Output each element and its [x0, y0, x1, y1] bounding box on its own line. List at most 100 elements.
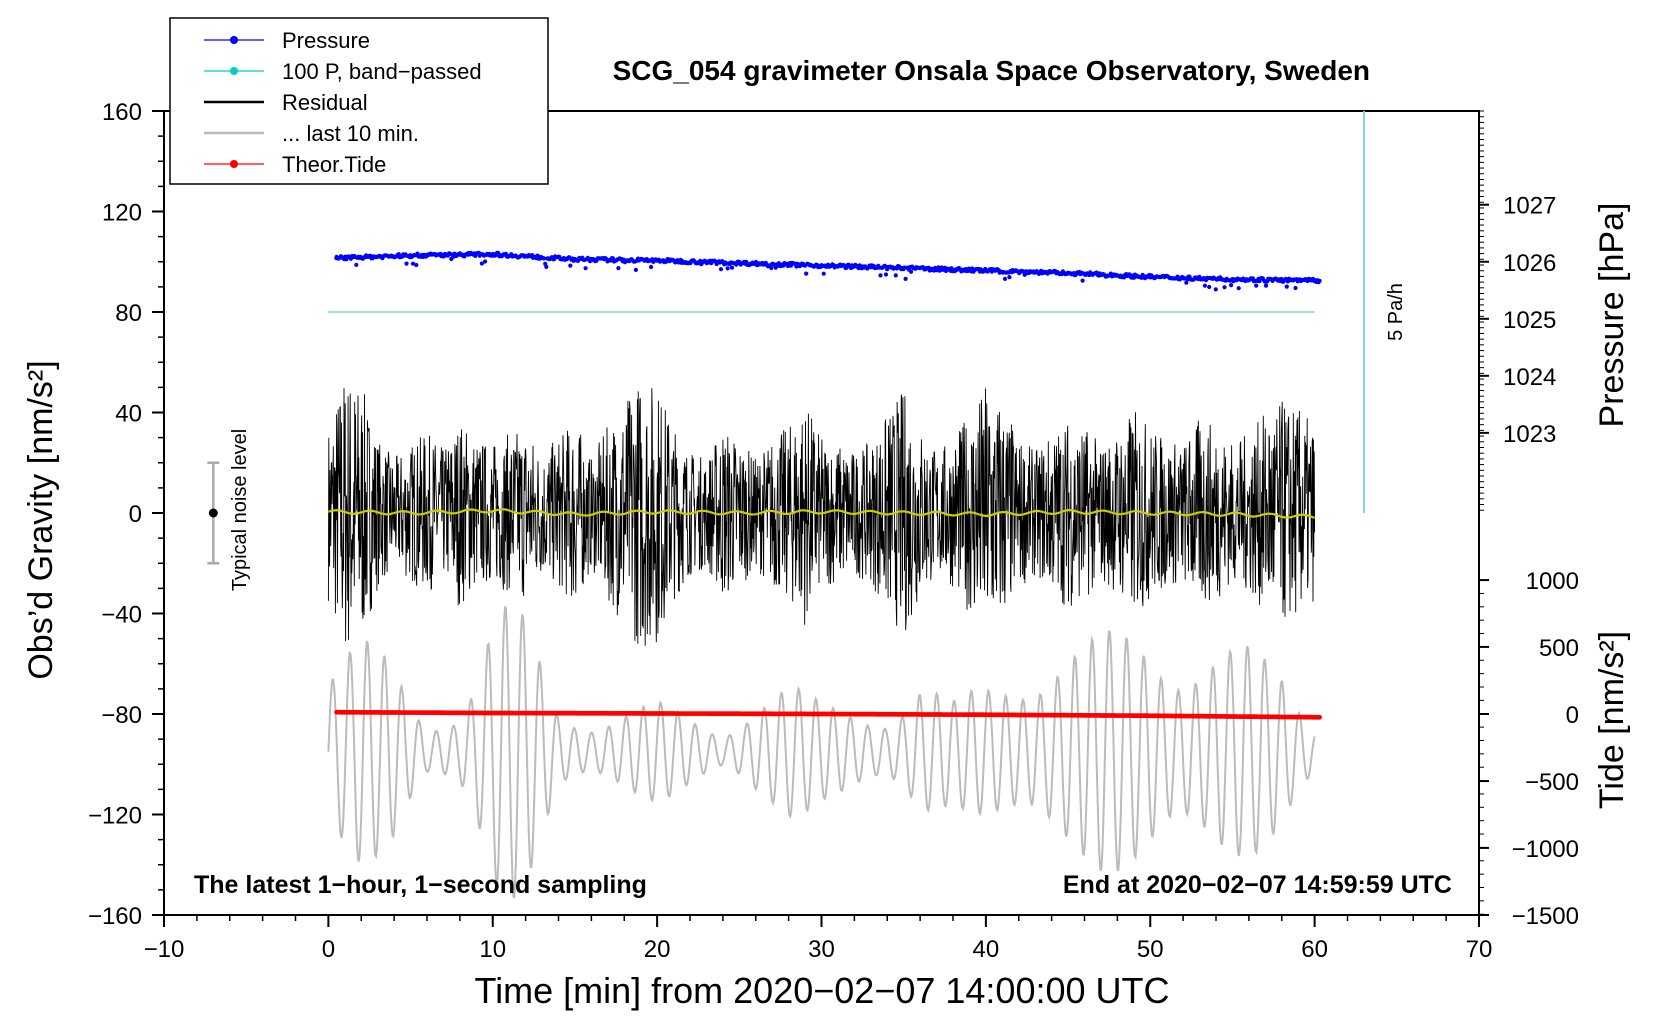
pressure-point [568, 263, 573, 268]
pressure-point [903, 276, 908, 281]
tide-tick-label: 0 [1566, 702, 1579, 729]
pressure-point [1254, 283, 1259, 288]
pressure-point [1293, 285, 1298, 291]
pressure-point [649, 264, 654, 270]
series-residual [327, 388, 1316, 646]
legend-marker [230, 67, 238, 75]
y-tick-label: 80 [115, 300, 142, 327]
pressure-point [404, 261, 409, 266]
y-tick-label: 0 [129, 501, 142, 528]
pressure-point [1213, 287, 1218, 292]
rate-marker-label: 5 Pa/h [1385, 283, 1407, 341]
pressure-data-point [334, 255, 339, 261]
pressure-point [1263, 283, 1269, 288]
data-layer [327, 250, 1322, 899]
y-axis-label-tide: Tide [nm/s²] [1593, 631, 1631, 809]
legend-label: 100 P, band−passed [282, 59, 482, 84]
pressure-point [616, 266, 621, 271]
annotation-left: The latest 1−hour, 1−second sampling [194, 871, 647, 899]
tide-tick-label: 1000 [1526, 568, 1579, 595]
pressure-point [479, 261, 484, 266]
y-axis-tide: 1000 500 0 −500 −1000 −1500 [1479, 568, 1579, 930]
y-axis-label-pressure: Pressure [hPa] [1593, 203, 1631, 428]
pressure-data-point [408, 253, 413, 258]
pressure-point [1080, 278, 1085, 283]
x-axis: −10 0 10 20 30 40 50 60 70 [144, 915, 1493, 963]
legend-entries: Pressure 100 P, band−passed Residual ... la… [204, 28, 482, 177]
tide-tick-label: 500 [1539, 635, 1579, 662]
chart-title: SCG_054 gravimeter Onsala Space Observat… [613, 55, 1370, 86]
pressure-point [883, 272, 889, 277]
series-last-10-min [327, 606, 1316, 899]
y-axis-label-gravity: Obs’d Gravity [nm/s²] [22, 360, 60, 679]
pressure-point [725, 266, 730, 271]
legend-label: ... last 10 min. [282, 121, 419, 146]
pressure-point [633, 267, 639, 272]
pressure-point [1222, 285, 1227, 290]
pressure-tick-label: 1024 [1503, 364, 1556, 391]
legend-marker [230, 160, 238, 168]
pressure-tick-label: 1026 [1503, 250, 1556, 277]
pressure-point [821, 271, 826, 276]
pressure-point [893, 273, 898, 278]
series-residual-smoothed [328, 508, 1315, 519]
pressure-point [1317, 278, 1322, 283]
pressure-point [769, 265, 774, 271]
pressure-point [804, 271, 809, 276]
pressure-point [410, 261, 416, 266]
pressure-point [1236, 286, 1241, 291]
y-tick-label: 160 [102, 99, 142, 126]
x-tick-label: 0 [322, 936, 335, 963]
x-tick-label: 70 [1466, 936, 1493, 963]
pressure-point [544, 264, 549, 269]
x-tick-label: 40 [973, 936, 1000, 963]
y-axis-pressure: 1027 1026 1025 1024 1023 [1479, 110, 1556, 511]
x-tick-label: 50 [1137, 936, 1164, 963]
legend-marker [230, 36, 238, 44]
series-theor-tide [334, 709, 1322, 720]
pressure-point [1284, 284, 1289, 289]
pressure-data-point [654, 258, 660, 263]
noise-bar-center [208, 508, 218, 518]
pressure-data-point [1147, 274, 1153, 280]
pressure-point [729, 265, 735, 270]
pressure-point [882, 263, 888, 268]
pressure-point [718, 267, 724, 272]
y-axis-gravity: 160 120 80 40 0 −40 −80 −120 −160 [88, 99, 164, 930]
pressure-data-point [1230, 277, 1235, 282]
x-tick-label: −10 [144, 936, 185, 963]
x-tick-label: 10 [479, 936, 506, 963]
tide-tick-label: −1000 [1512, 836, 1579, 863]
tide-tick-label: −500 [1525, 769, 1579, 796]
pressure-data-point [1312, 278, 1317, 283]
y-tick-label: 120 [102, 200, 142, 227]
pressure-data-point [490, 251, 496, 257]
pressure-point [542, 256, 547, 261]
pressure-point [483, 259, 488, 264]
pressure-point [1202, 283, 1207, 288]
pressure-data-point [572, 256, 578, 262]
legend: Pressure 100 P, band−passed Residual ... la… [169, 17, 549, 185]
noise-bar-label: Typical noise level [229, 429, 251, 591]
x-tick-label: 30 [808, 936, 835, 963]
pressure-point [909, 269, 914, 274]
pressure-point [1229, 283, 1234, 288]
pressure-data-point [1065, 270, 1071, 276]
pressure-point [354, 262, 359, 267]
pressure-point [1207, 284, 1212, 290]
pressure-data-point [737, 260, 742, 266]
tide-tick-label: −1500 [1512, 903, 1579, 930]
y-tick-label: 40 [115, 401, 142, 428]
pressure-data-point [983, 268, 989, 273]
y-tick-label: −120 [88, 803, 142, 830]
pressure-point [878, 273, 883, 278]
pressure-point [414, 262, 419, 268]
pressure-tick-label: 1027 [1503, 193, 1556, 220]
x-axis-label: Time [min] from 2020−02−07 14:00:00 UTC [474, 970, 1169, 1011]
annotation-right: End at 2020−02−07 14:59:59 UTC [1063, 871, 1452, 899]
series-pressure [334, 250, 1322, 292]
y-tick-label: −80 [101, 702, 142, 729]
legend-label: Residual [282, 90, 368, 115]
legend-label: Pressure [282, 28, 370, 53]
